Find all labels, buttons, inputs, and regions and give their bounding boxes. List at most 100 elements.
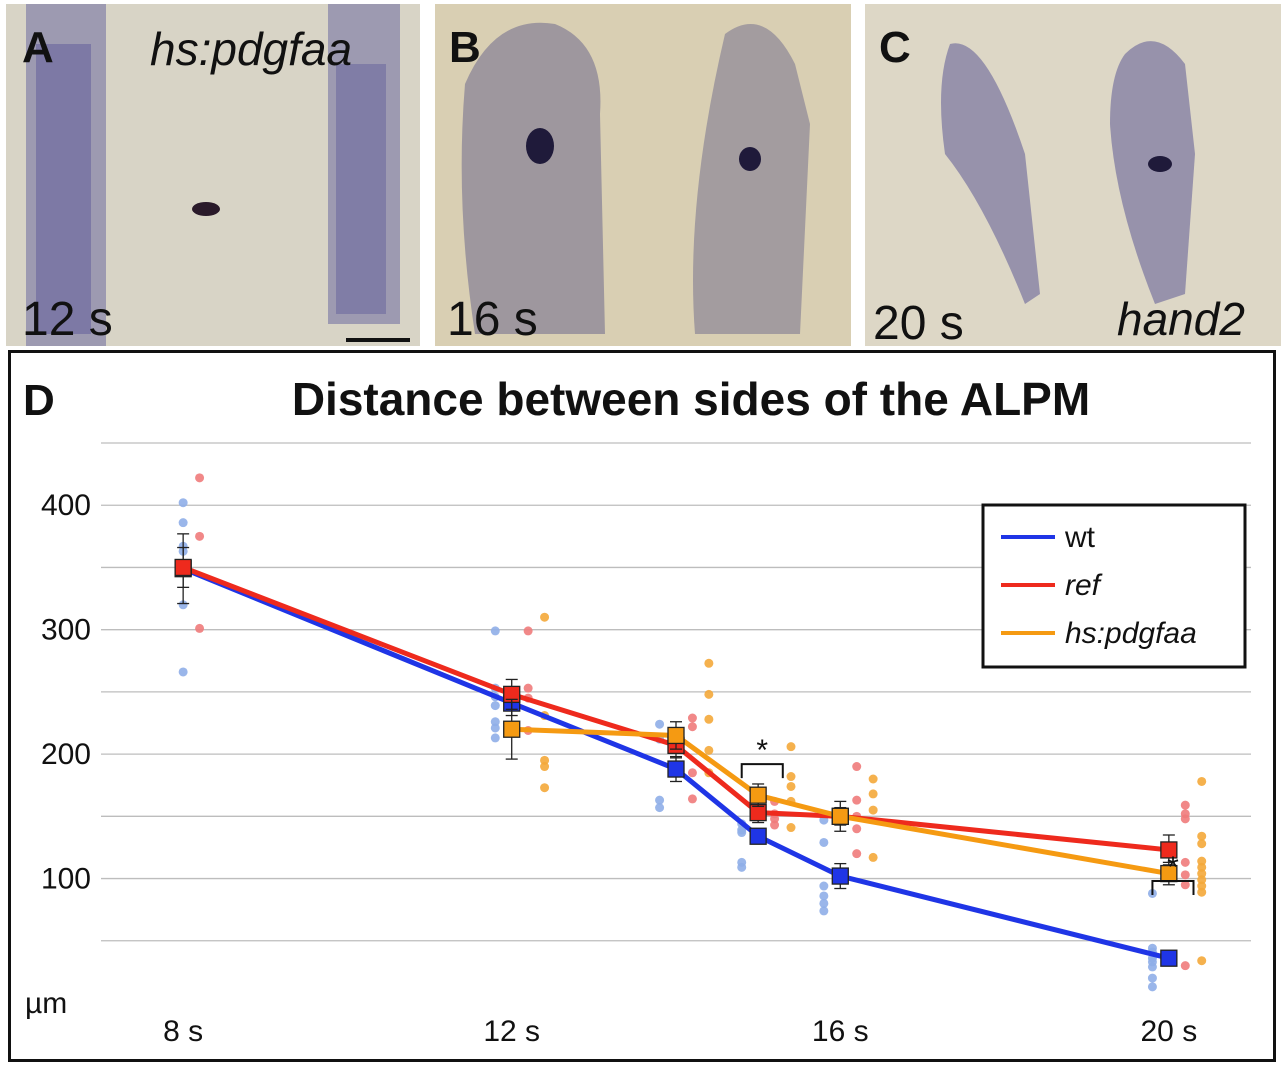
data-point-hs-pdgfaa bbox=[1197, 856, 1207, 866]
data-point-hs-pdgfaa bbox=[868, 852, 878, 862]
mean-marker-hs-pdgfaa bbox=[831, 807, 849, 825]
chart-panel-d: D Distance between sides of the ALPM 100 20… bbox=[8, 350, 1276, 1062]
data-point-hs-pdgfaa bbox=[1197, 956, 1207, 966]
panel-letter-c: C bbox=[879, 23, 911, 72]
data-point-ref bbox=[770, 820, 780, 830]
mean-marker-wt bbox=[831, 867, 849, 885]
data-point-wt bbox=[655, 803, 665, 813]
data-point-ref bbox=[687, 722, 697, 732]
data-point-hs-pdgfaa bbox=[868, 805, 878, 815]
data-point-hs-pdgfaa bbox=[704, 658, 714, 668]
y-tick-label: 100 bbox=[41, 863, 91, 896]
data-point-hs-pdgfaa bbox=[786, 781, 796, 791]
data-point-wt bbox=[490, 723, 500, 733]
data-point-wt bbox=[178, 600, 188, 610]
data-point-wt bbox=[819, 898, 829, 908]
mean-marker-ref bbox=[174, 558, 192, 577]
legend-label: hs:pdgfaa bbox=[1065, 617, 1197, 650]
legend-label: wt bbox=[1064, 521, 1096, 554]
panel-a-image bbox=[6, 4, 420, 346]
data-point-wt bbox=[178, 498, 188, 508]
data-point-wt bbox=[178, 667, 188, 677]
data-point-wt bbox=[655, 795, 665, 805]
data-point-ref bbox=[770, 814, 780, 824]
y-axis-unit-label: µm bbox=[25, 987, 67, 1020]
significance-bracket bbox=[1151, 880, 1195, 896]
mean-marker-wt bbox=[1160, 949, 1178, 967]
data-point-ref bbox=[687, 794, 697, 804]
data-point-ref bbox=[1180, 870, 1190, 880]
data-point-hs-pdgfaa bbox=[1197, 875, 1207, 885]
scale-bar bbox=[346, 338, 410, 342]
data-point-hs-pdgfaa bbox=[1197, 839, 1207, 849]
data-point-ref bbox=[1180, 800, 1190, 810]
data-point-wt bbox=[490, 701, 500, 711]
panel-a-gene-label: hs:pdgfaa bbox=[150, 23, 353, 75]
data-point-wt bbox=[655, 719, 665, 729]
data-point-wt bbox=[819, 906, 829, 916]
y-tick-label: 300 bbox=[41, 614, 91, 647]
data-point-hs-pdgfaa bbox=[1197, 869, 1207, 879]
x-tick-label: 8 s bbox=[163, 1015, 203, 1048]
distance-line-chart: D Distance between sides of the ALPM 100 20… bbox=[23, 373, 1251, 1048]
panel-a-stage-label: 12 s bbox=[22, 293, 113, 346]
data-point-hs-pdgfaa bbox=[1197, 881, 1207, 891]
mean-marker-wt bbox=[749, 827, 767, 845]
significance-star: * bbox=[756, 734, 768, 767]
data-point-wt bbox=[819, 881, 829, 891]
data-point-wt bbox=[737, 862, 747, 872]
data-point-ref bbox=[195, 531, 205, 541]
data-point-wt bbox=[490, 733, 500, 743]
mean-marker-wt bbox=[667, 760, 685, 778]
panel-letter-d: D bbox=[23, 376, 55, 425]
significance-bracket bbox=[740, 763, 784, 779]
x-tick-label: 20 s bbox=[1140, 1015, 1197, 1048]
data-point-ref bbox=[687, 713, 697, 723]
panel-c-gene-label: hand2 bbox=[1117, 293, 1245, 345]
data-point-wt bbox=[819, 891, 829, 901]
data-point-wt bbox=[490, 717, 500, 727]
data-point-hs-pdgfaa bbox=[540, 783, 550, 793]
series-line-ref bbox=[182, 565, 1170, 853]
mean-marker-hs-pdgfaa bbox=[503, 720, 521, 738]
series-line-wt bbox=[182, 566, 1170, 961]
data-point-ref bbox=[1180, 961, 1190, 971]
data-point-hs-pdgfaa bbox=[540, 755, 550, 765]
data-point-ref bbox=[687, 768, 697, 778]
data-point-hs-pdgfaa bbox=[786, 742, 796, 752]
data-point-wt bbox=[737, 828, 747, 838]
data-point-hs-pdgfaa bbox=[1197, 862, 1207, 872]
panel-c-image bbox=[865, 4, 1281, 346]
data-point-hs-pdgfaa bbox=[786, 823, 796, 833]
data-point-wt bbox=[1147, 973, 1157, 983]
data-point-ref bbox=[523, 683, 533, 693]
mean-marker-hs-pdgfaa bbox=[667, 726, 685, 745]
y-tick-label: 200 bbox=[41, 738, 91, 771]
micrograph-panel-c: C 20 s hand2 bbox=[865, 4, 1281, 346]
data-point-ref bbox=[195, 623, 205, 633]
data-point-hs-pdgfaa bbox=[704, 745, 714, 755]
data-point-ref bbox=[852, 824, 862, 834]
data-point-hs-pdgfaa bbox=[1197, 887, 1207, 897]
x-tick-label: 12 s bbox=[483, 1015, 540, 1048]
panel-letter-b: B bbox=[449, 23, 481, 72]
mean-marker-ref bbox=[1160, 841, 1178, 859]
x-tick-label: 16 s bbox=[812, 1015, 869, 1048]
data-point-ref bbox=[1180, 880, 1190, 890]
panel-b-stage-label: 16 s bbox=[447, 293, 538, 346]
data-point-hs-pdgfaa bbox=[868, 774, 878, 784]
micrograph-panel-b: B 16 s bbox=[435, 4, 851, 346]
data-point-hs-pdgfaa bbox=[1197, 776, 1207, 786]
data-point-ref bbox=[852, 762, 862, 772]
data-point-hs-pdgfaa bbox=[704, 714, 714, 724]
data-point-hs-pdgfaa bbox=[786, 772, 796, 782]
data-point-ref bbox=[523, 626, 533, 636]
data-point-wt bbox=[1147, 962, 1157, 972]
data-point-ref bbox=[852, 849, 862, 859]
panel-letter-a: A bbox=[22, 23, 54, 72]
data-point-ref bbox=[852, 795, 862, 805]
data-point-wt bbox=[819, 837, 829, 847]
data-point-hs-pdgfaa bbox=[868, 789, 878, 799]
panel-c-stage-label: 20 s bbox=[873, 297, 964, 347]
data-point-wt bbox=[1147, 982, 1157, 992]
